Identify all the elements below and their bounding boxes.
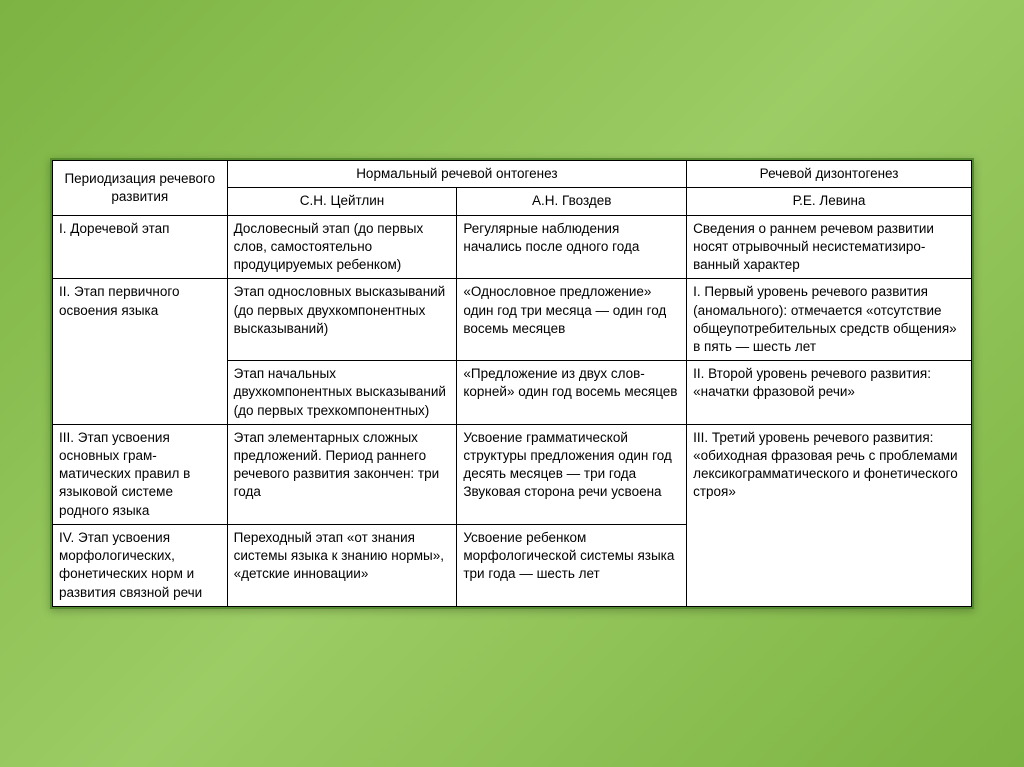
header-disontogenesis: Речевой дизонтогенез: [687, 161, 972, 188]
cell-stage-1: I. Доречевой этап: [53, 215, 228, 279]
subheader-gvozdev: А.Н. Гвоздев: [457, 188, 687, 215]
subheader-tseitlin: С.Н. Цейтлин: [227, 188, 457, 215]
cell-stage-4: IV. Этап усвоения морфологических, фонет…: [53, 524, 228, 606]
cell: Дословесный этап (до первых слов, самост…: [227, 215, 457, 279]
cell: Переходный этап «от знания системы языка…: [227, 524, 457, 606]
table-row: II. Этап первич­ного освоения языка Этап…: [53, 279, 972, 361]
header-ontogenesis: Нормальный речевой онтогенез: [227, 161, 687, 188]
cell: Этап начальных двухкомпонентных высказыв…: [227, 361, 457, 425]
cell: Сведения о раннем речевом развитии носят…: [687, 215, 972, 279]
cell: Этап элементарных сложных предло­жений. …: [227, 424, 457, 524]
table-row: III. Этап усвоения основных грам­матичес…: [53, 424, 972, 524]
cell: «Предложение из двух слов-корней» один г…: [457, 361, 687, 425]
cell: I. Первый уровень речевого развития (ано…: [687, 279, 972, 361]
subheader-levina: Р.Е. Левина: [687, 188, 972, 215]
slide-frame: Периодизация речевого развития Нормальны…: [50, 158, 974, 609]
cell: Усвоение ребенком морфологической систем…: [457, 524, 687, 606]
cell: Этап однословных высказываний (до первых…: [227, 279, 457, 361]
header-periodization: Периодизация речевого развития: [53, 161, 228, 215]
periodization-table: Периодизация речевого развития Нормальны…: [52, 160, 972, 607]
cell: III. Третий уровень речевого развития: «…: [687, 424, 972, 606]
cell: Регулярные наблюдения начались после одн…: [457, 215, 687, 279]
cell-stage-3: III. Этап усвоения основных грам­матичес…: [53, 424, 228, 524]
cell: Усвоение граммати­ческой структуры предл…: [457, 424, 687, 524]
cell-stage-2: II. Этап первич­ного освоения языка: [53, 279, 228, 425]
cell: II. Второй уровень речевого развития: «н…: [687, 361, 972, 425]
table-row: I. Доречевой этап Дословесный этап (до п…: [53, 215, 972, 279]
cell: «Однословное предложение» один год три м…: [457, 279, 687, 361]
